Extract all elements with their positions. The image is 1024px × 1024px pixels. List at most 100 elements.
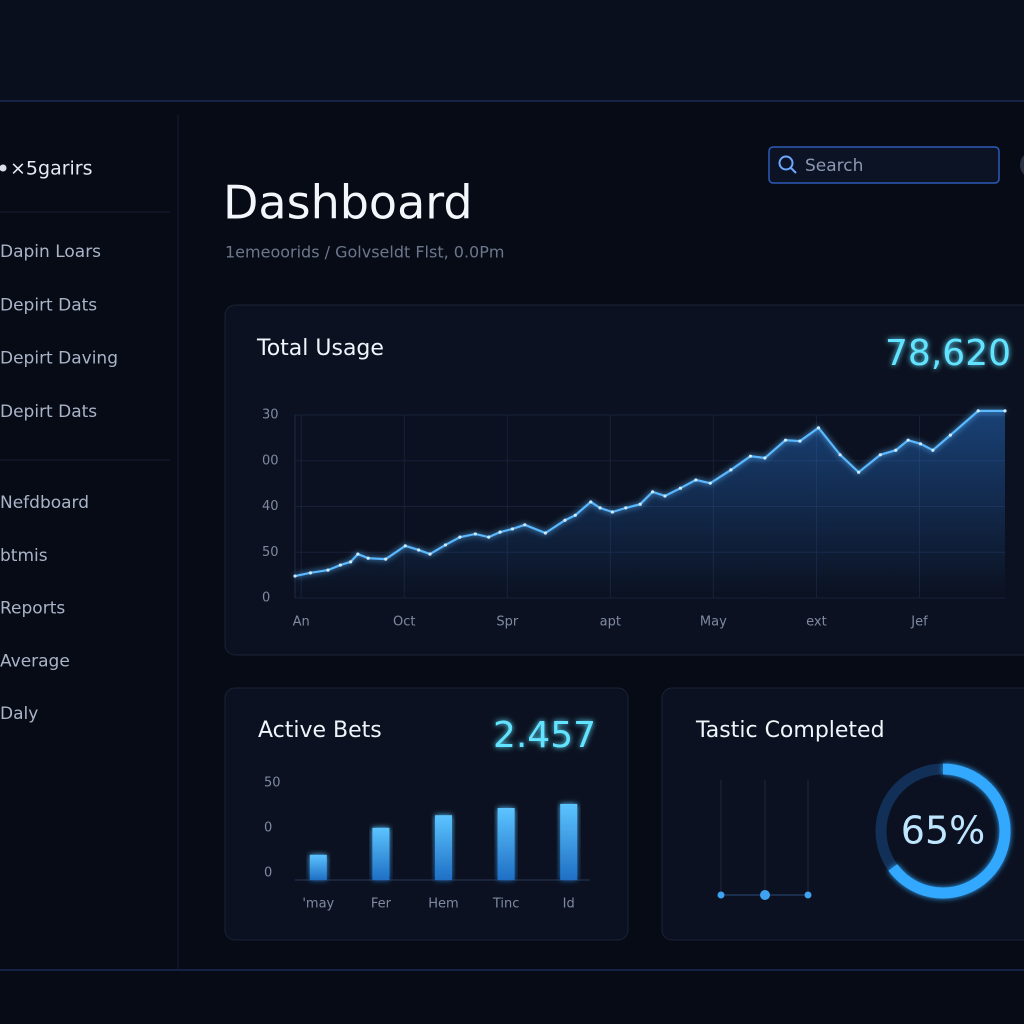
y-tick-label: 40 xyxy=(262,499,279,514)
menu-item[interactable]: Depirt Daving xyxy=(0,349,118,369)
usage-point xyxy=(857,470,861,474)
menu-item[interactable]: Depirt Dats xyxy=(0,295,97,315)
bar xyxy=(435,815,452,880)
brand: ×5garirs xyxy=(10,158,93,180)
card-headline: 2.457 xyxy=(493,715,596,756)
bar xyxy=(560,803,578,880)
usage-point xyxy=(708,481,712,485)
usage-point xyxy=(931,448,935,452)
usage-point xyxy=(650,490,655,494)
x-tick-label: Spr xyxy=(496,615,519,630)
usage-point xyxy=(366,556,370,560)
page-title: Dashboard xyxy=(223,176,473,230)
usage-point xyxy=(428,552,432,556)
y-tick-label: 50 xyxy=(262,545,279,560)
gauge-label: 65% xyxy=(901,809,985,853)
usage-point xyxy=(976,409,980,413)
top-band xyxy=(0,0,1024,101)
usage-point xyxy=(948,433,952,437)
usage-point xyxy=(729,468,733,472)
usage-point xyxy=(510,527,515,531)
search-icon xyxy=(778,155,794,171)
menu-item[interactable]: Dapin Loars xyxy=(0,242,101,262)
usage-point xyxy=(624,506,628,510)
usage-point xyxy=(678,486,682,490)
menu-item[interactable]: Depirt Dats xyxy=(0,402,97,422)
x-tick-label: Tinc xyxy=(492,897,520,912)
usage-point xyxy=(356,552,360,556)
usage-point xyxy=(458,535,462,539)
usage-point xyxy=(894,448,898,452)
usage-point xyxy=(293,574,297,578)
search-box[interactable] xyxy=(768,146,1000,184)
usage-point xyxy=(763,456,767,460)
search-placeholder: Search xyxy=(805,156,863,176)
usage-point xyxy=(417,548,421,552)
x-tick-label: Fer xyxy=(371,897,392,912)
usage-area xyxy=(295,410,1005,598)
avatar[interactable] xyxy=(1020,151,1024,179)
y-tick-label: 00 xyxy=(262,453,279,468)
y-tick-label: 0 xyxy=(262,591,270,606)
card-title: Active Bets xyxy=(258,718,382,743)
search-icon xyxy=(790,167,797,174)
x-tick-label: apt xyxy=(600,615,621,630)
usage-point xyxy=(610,510,614,514)
menu-item[interactable]: Average xyxy=(0,651,70,671)
sidebar-menu: Dapin Loars Depirt Dats Depirt Daving Depir… xyxy=(0,242,118,724)
usage-point xyxy=(589,500,593,504)
usage-point xyxy=(783,438,788,442)
y-tick-label: 30 xyxy=(262,408,279,423)
menu-item[interactable]: Nefdboard xyxy=(0,493,89,513)
usage-point xyxy=(523,523,527,527)
usage-point xyxy=(878,453,882,457)
usage-point xyxy=(694,478,698,482)
usage-point xyxy=(403,544,407,548)
x-tick-label: ext xyxy=(806,615,827,630)
menu-item[interactable]: Reports xyxy=(0,599,65,619)
card-headline: 78,620 xyxy=(885,333,1011,374)
tasks-card xyxy=(661,687,1024,941)
usage-point xyxy=(384,557,388,561)
y-tick-label: 50 xyxy=(264,776,281,791)
usage-point xyxy=(443,543,448,547)
gauge-arc xyxy=(875,763,1011,899)
usage-point xyxy=(663,494,667,498)
usage-point xyxy=(349,560,353,564)
usage-point xyxy=(906,438,910,442)
usage-point xyxy=(798,439,802,443)
usage-point xyxy=(1003,409,1007,413)
slider-dot xyxy=(717,891,725,899)
bar xyxy=(372,827,390,880)
usage-point xyxy=(473,532,477,536)
usage-point xyxy=(487,535,491,539)
usage-point xyxy=(638,502,642,506)
card-title: Total Usage xyxy=(256,336,384,361)
x-tick-label: Oct xyxy=(393,615,415,630)
usage-point xyxy=(498,530,502,534)
slider-dot xyxy=(804,891,812,899)
x-tick-label: May xyxy=(700,615,727,630)
menu-item[interactable]: btmis xyxy=(0,546,48,566)
y-tick-label: 0 xyxy=(264,866,272,881)
menu-item[interactable]: Daly xyxy=(0,704,38,724)
usage-point xyxy=(543,531,548,535)
usage-point xyxy=(598,506,602,510)
usage-point xyxy=(816,426,821,430)
x-tick-label: Hem xyxy=(428,897,458,912)
bar xyxy=(309,854,327,880)
x-tick-label: An xyxy=(293,615,310,630)
slider-dot[interactable] xyxy=(760,890,770,900)
usage-point xyxy=(573,513,577,517)
usage-point xyxy=(563,518,567,522)
usage-point xyxy=(308,571,313,575)
x-tick-label: Id xyxy=(563,897,575,912)
x-tick-label: 'may xyxy=(302,897,334,912)
breadcrumb: 1emeoorids / Golvseldt Flst, 0.0Pm xyxy=(225,243,504,262)
usage-point xyxy=(748,454,753,458)
usage-point xyxy=(918,442,923,446)
usage-point xyxy=(338,563,342,567)
y-tick-label: 0 xyxy=(264,821,272,836)
